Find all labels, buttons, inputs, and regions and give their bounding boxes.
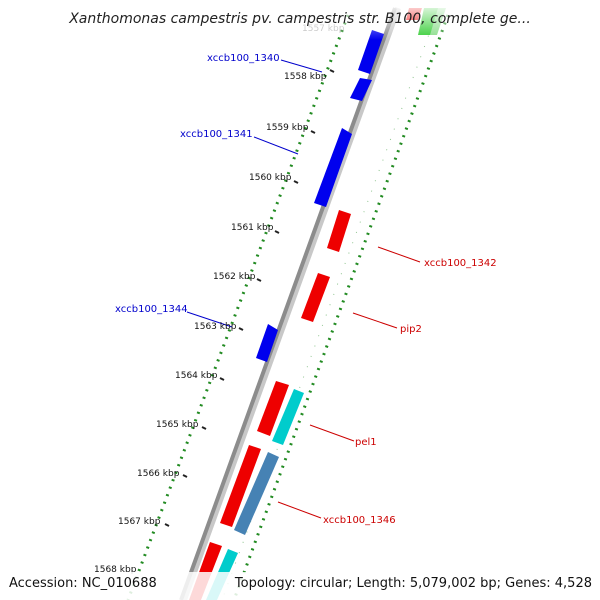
gene-xccb100_1344[interactable]: [256, 324, 278, 362]
tick-label: 1562 kbp: [213, 272, 256, 282]
tick-label: 1560 kbp: [249, 173, 292, 183]
gene-label[interactable]: xccb100_1344: [115, 304, 188, 315]
backbone-shadow: [181, 6, 401, 600]
outer-dotted-track: [126, 14, 350, 600]
gene-label[interactable]: xccb100_1341: [180, 129, 253, 140]
dotted-tracks: [126, 14, 450, 600]
tick-label: 1558 kbp: [284, 72, 327, 82]
tick-label: 1568 kbp: [94, 565, 137, 575]
gene-labels: xccb100_1340 xccb100_1341 xccb100_1342xccb…: [115, 53, 497, 526]
gene-pel1[interactable]: [257, 381, 289, 436]
tick-label: 1561 kbp: [231, 223, 274, 233]
tick-label: 1564 kbp: [175, 371, 218, 381]
tick-label: 1565 kbp: [156, 420, 199, 430]
topology-text: Topology: circular; Length: 5,079,002 bp…: [234, 576, 592, 591]
gene-xccb100_1340-b[interactable]: [350, 78, 372, 101]
tick-label: 1567 kbp: [118, 517, 161, 527]
footer-background: [0, 572, 600, 600]
gene-label[interactable]: xccb100_1340: [207, 53, 280, 64]
gene-xccb100_1340-a[interactable]: [358, 30, 384, 74]
inner-dotted-track: [232, 14, 450, 600]
gene-label[interactable]: pel1: [355, 437, 377, 448]
genome-backbone: [179, 7, 397, 600]
gene-xccb100_1341[interactable]: [314, 128, 352, 207]
tick-label: 1559 kbp: [266, 123, 309, 133]
genes: [189, 30, 384, 600]
top-fade: [0, 0, 600, 40]
tick-label: 1566 kbp: [137, 469, 180, 479]
gene-xccb100_1346-other[interactable]: [234, 452, 279, 535]
gene-xccb100_1346[interactable]: [220, 445, 261, 527]
backbone-group: [179, 6, 401, 600]
tick-marks: [164, 69, 335, 527]
gene-pip2[interactable]: [301, 273, 330, 322]
gene-xccb100_1342[interactable]: [327, 210, 351, 252]
gene-label[interactable]: xccb100_1342: [424, 258, 497, 269]
map-title: Xanthomonas campestris pv. campestris st…: [68, 11, 531, 27]
leader-lines: [186, 59, 421, 519]
accession-text: Accession: NC_010688: [9, 576, 157, 591]
tick-label: 1563 kbp: [194, 322, 237, 332]
gene-label[interactable]: xccb100_1346: [323, 515, 396, 526]
gene-pel1-rna[interactable]: [272, 389, 304, 445]
gene-label[interactable]: pip2: [400, 324, 422, 335]
